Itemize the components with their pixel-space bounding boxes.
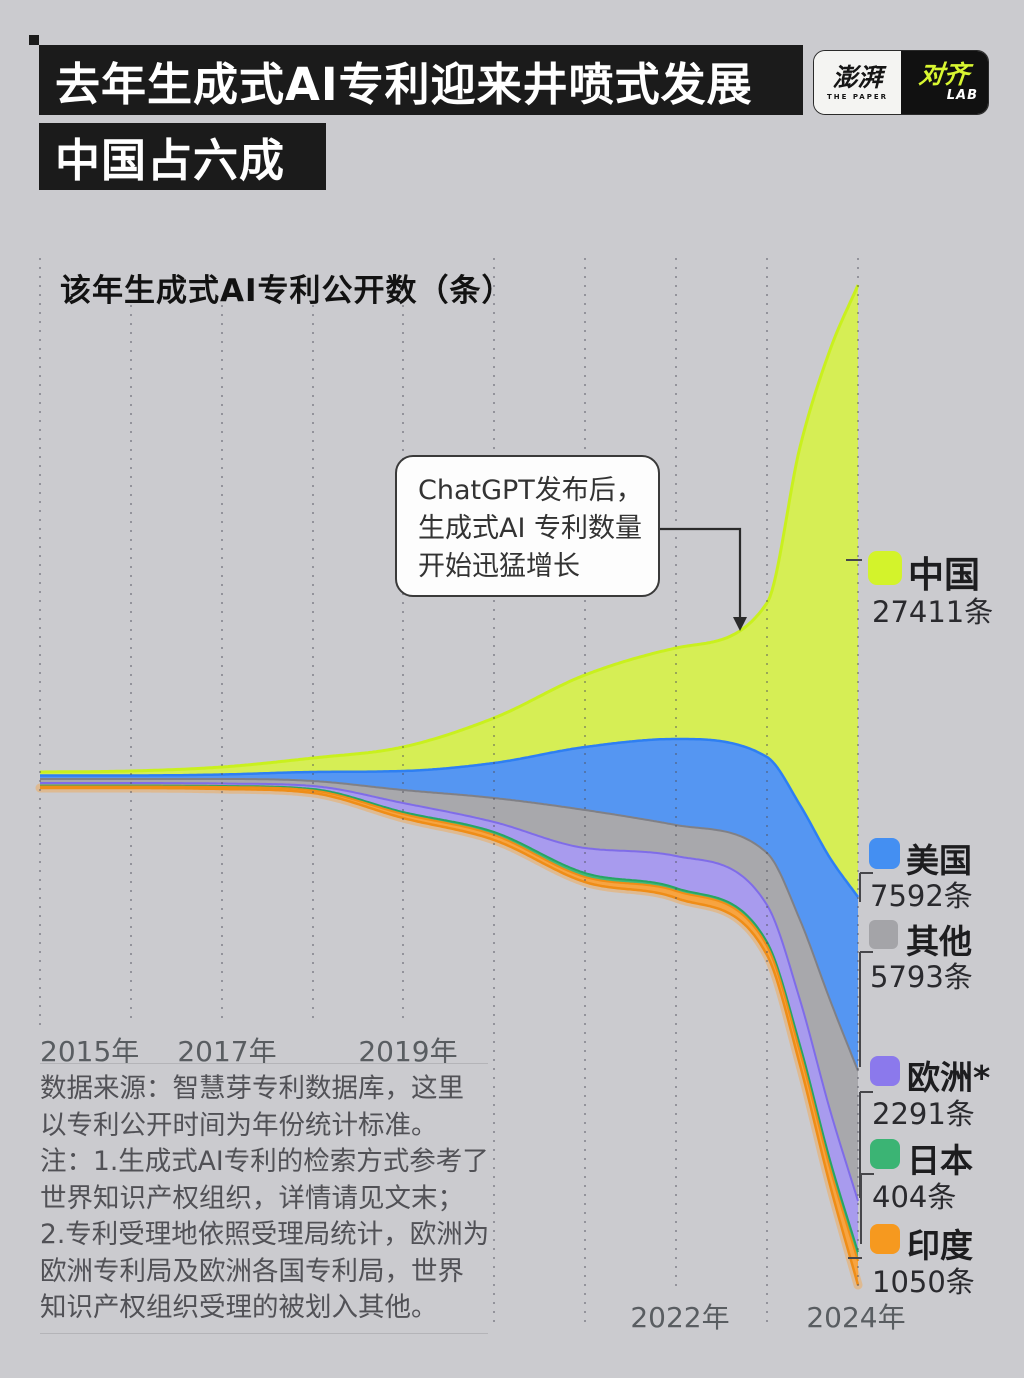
legend-count-europe: 2291条 xyxy=(872,1097,975,1131)
footer-line: 2.专利受理地依照受理局统计，欧洲为 xyxy=(40,1219,490,1250)
annotation-callout: ChatGPT发布后， 生成式AI 专利数量 开始迅猛增长 xyxy=(395,455,660,597)
main-title-bar: 去年生成式AI专利迎来井喷式发展 xyxy=(39,45,803,115)
legend-label-europe: 欧洲* xyxy=(907,1058,991,1097)
x-axis-label-2024: 2024年 xyxy=(806,1301,906,1334)
legend-swatch-japan xyxy=(870,1139,900,1169)
legend-swatch-india xyxy=(870,1224,900,1254)
duiqi-lab-logo-en: LAB xyxy=(946,88,978,103)
decorative-square xyxy=(29,35,39,45)
footer-line: 世界知识产权组织，详情请见文末； xyxy=(40,1182,464,1214)
legend-count-other: 5793条 xyxy=(870,960,973,994)
legend-swatch-china xyxy=(868,551,902,585)
thepaper-logo-cn: 澎湃 xyxy=(832,62,883,92)
thepaper-logo: 澎湃 THE PAPER xyxy=(814,51,901,114)
footer-line: 数据来源：智慧芽专利数据库，这里 xyxy=(40,1073,464,1104)
footer-divider-top xyxy=(40,1063,488,1064)
footer-line: 欧洲专利局及欧洲各国专利局，世界 xyxy=(40,1255,464,1287)
legend-label-japan: 日本 xyxy=(907,1141,973,1180)
legend-count-japan: 404条 xyxy=(872,1180,957,1214)
legend-count-china: 27411条 xyxy=(872,595,994,629)
subtitle-text: 中国占六成 xyxy=(55,134,286,187)
x-axis-label-2017: 2017年 xyxy=(177,1035,277,1068)
legend-label-india: 印度 xyxy=(907,1226,973,1265)
publisher-logo: 澎湃 THE PAPER 对齐 LAB xyxy=(813,50,989,115)
annotation-line3: 开始迅猛增长 xyxy=(418,551,580,582)
legend-count-usa: 7592条 xyxy=(870,879,973,913)
main-title-text: 去年生成式AI专利迎来井喷式发展 xyxy=(55,57,753,111)
subtitle-bar: 中国占六成 xyxy=(39,123,326,190)
x-axis-label-2015: 2015年 xyxy=(40,1035,140,1068)
legend-label-usa: 美国 xyxy=(906,841,972,880)
legend-swatch-usa xyxy=(869,838,900,869)
footer-notes: 数据来源：智慧芽专利数据库，这里 以专利公开时间为年份统计标准。 注：1.生成式… xyxy=(40,1071,495,1327)
chart-title: 该年生成式AI专利公开数（条） xyxy=(60,273,514,309)
legend-label-china: 中国 xyxy=(908,555,981,596)
duiqi-lab-logo: 对齐 LAB xyxy=(901,51,988,114)
annotation-line2: 生成式AI 专利数量 xyxy=(418,513,643,544)
thepaper-logo-en: THE PAPER xyxy=(826,92,889,101)
footer-line: 注：1.生成式AI专利的检索方式参考了 xyxy=(40,1146,489,1177)
annotation-line1: ChatGPT发布后， xyxy=(418,475,643,506)
legend-label-other: 其他 xyxy=(906,922,972,961)
legend-count-india: 1050条 xyxy=(872,1265,975,1299)
x-axis-label-2022: 2022年 xyxy=(630,1301,730,1334)
legend-swatch-other xyxy=(869,920,898,949)
footer-line: 知识产权组织受理的被划入其他。 xyxy=(40,1292,438,1323)
footer-divider-bottom xyxy=(40,1333,488,1334)
footer-line: 以专利公开时间为年份统计标准。 xyxy=(40,1109,438,1141)
x-axis-label-2019: 2019年 xyxy=(358,1035,458,1068)
legend-swatch-europe xyxy=(870,1056,900,1086)
